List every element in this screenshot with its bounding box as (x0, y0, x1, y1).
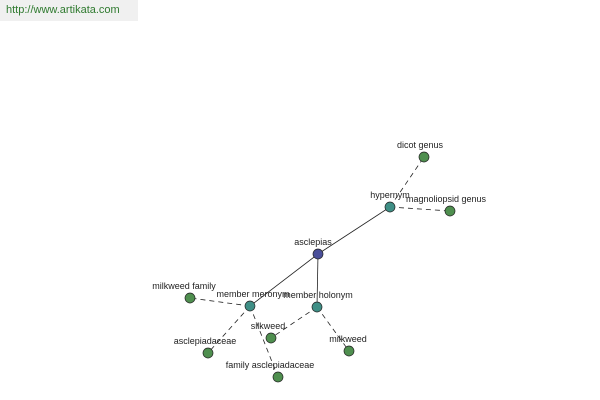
edge (249, 253, 319, 307)
edge (389, 206, 451, 212)
node[interactable] (272, 371, 284, 383)
node[interactable] (184, 292, 196, 304)
node[interactable] (265, 332, 277, 344)
edge (189, 297, 251, 307)
node-label: asclepias (294, 237, 332, 247)
node[interactable] (202, 347, 214, 359)
edge (270, 306, 318, 339)
node[interactable] (312, 248, 324, 260)
edge (316, 306, 350, 352)
url-link[interactable]: http://www.artikata.com (6, 4, 120, 16)
node-label: hypernym (370, 190, 410, 200)
node-label: asclepiadaceae (174, 336, 237, 346)
node[interactable] (444, 205, 456, 217)
node[interactable] (343, 345, 355, 357)
url-bar: http://www.artikata.com (0, 0, 138, 21)
edges (189, 156, 451, 378)
node-label: dicot genus (397, 140, 444, 150)
node-label: member holonym (283, 290, 353, 300)
node-label: family asclepiadaceae (226, 360, 315, 370)
node[interactable] (244, 300, 256, 312)
node-label: magnoliopsid genus (406, 194, 487, 204)
node[interactable] (418, 151, 430, 163)
node-label: milkweed family (152, 281, 216, 291)
node[interactable] (384, 201, 396, 213)
node-label: milkweed (329, 334, 367, 344)
edge (316, 253, 319, 308)
edge (249, 305, 279, 378)
edge (317, 206, 391, 255)
edge (389, 156, 425, 208)
node[interactable] (311, 301, 323, 313)
node-label: silkweed (251, 321, 286, 331)
node-label: member meronym (216, 289, 289, 299)
edge (207, 305, 251, 354)
nodes: asclepias hypernym dicot genus magnoliop… (152, 140, 487, 383)
